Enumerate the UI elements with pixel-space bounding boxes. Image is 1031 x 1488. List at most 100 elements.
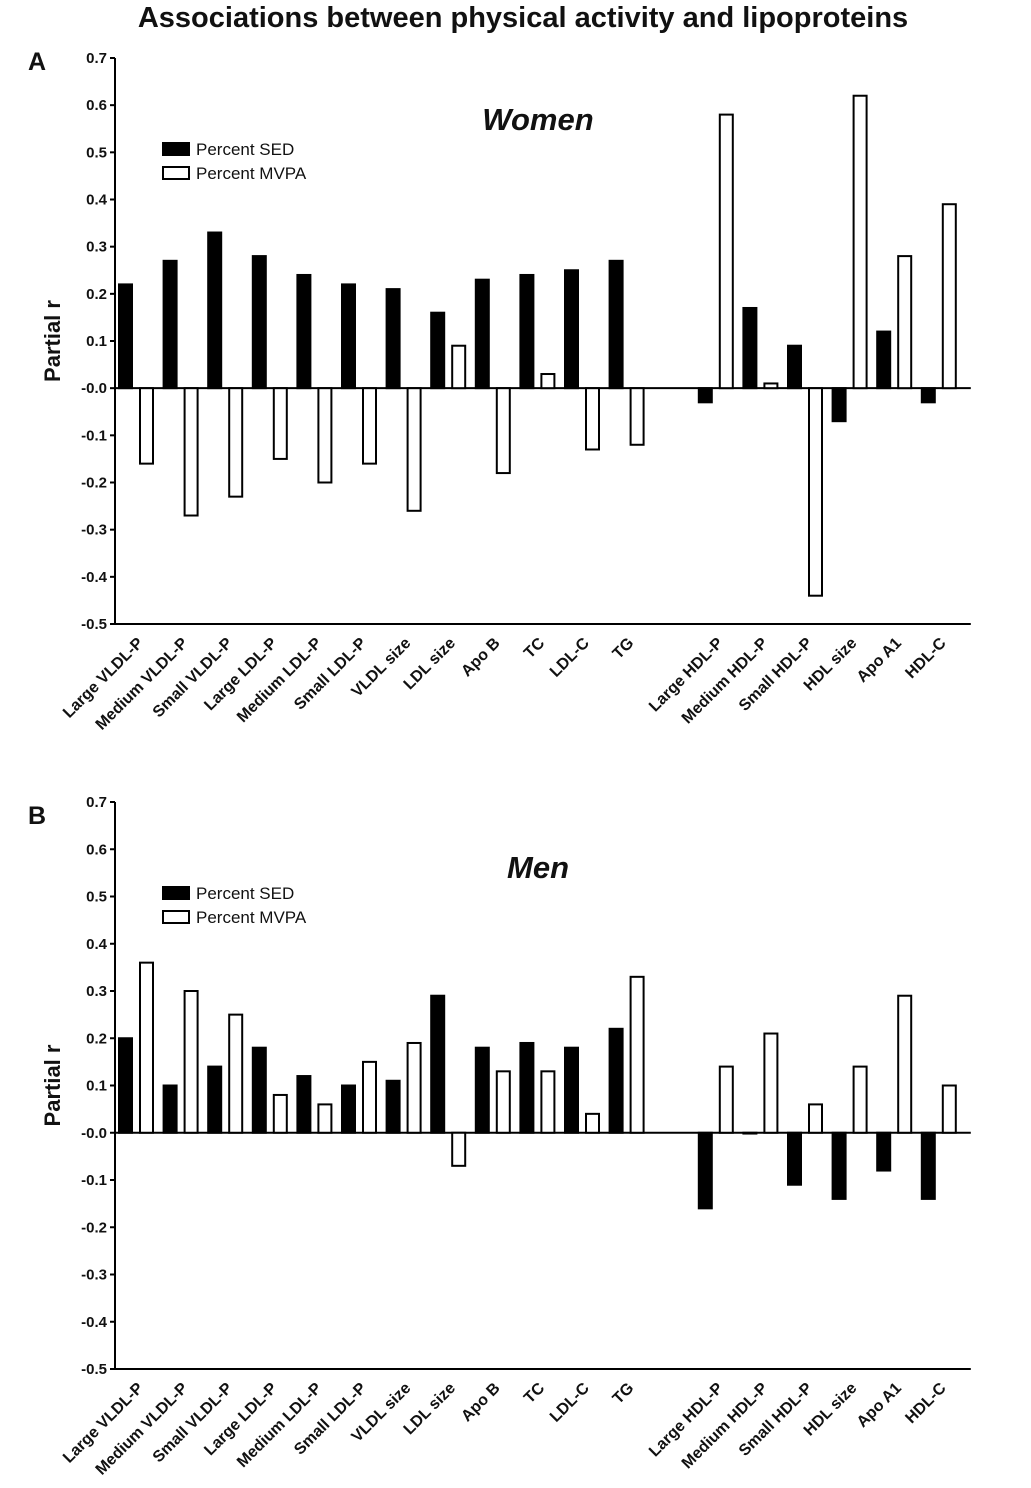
legend-swatch xyxy=(162,142,190,156)
bar-sed xyxy=(787,1131,802,1186)
x-tick-label: Small VLDL-P xyxy=(150,1380,236,1466)
bar-sed xyxy=(608,259,624,390)
bar-sed xyxy=(118,1037,133,1134)
bar-mvpa xyxy=(406,387,422,512)
bar-mvpa xyxy=(362,387,377,465)
bar-sed xyxy=(697,1131,713,1210)
bar-mvpa xyxy=(451,344,467,390)
y-tick-label: 0.1 xyxy=(86,333,107,350)
chart-panel-a: A Women Partial r 0.7 0.6 0.5 0.4 0.3 0.2 0.1 -0.0… xyxy=(28,48,971,734)
y-tick-label: 0.1 xyxy=(86,1078,107,1095)
bar-mvpa xyxy=(272,1093,288,1134)
y-tick-label: -0.0 xyxy=(81,1125,107,1142)
bar-mvpa xyxy=(763,382,779,390)
y-tick-label: 0.3 xyxy=(86,239,107,256)
x-tick-label: HDL-C xyxy=(902,634,950,682)
bar-mvpa xyxy=(362,1060,377,1134)
bar-mvpa xyxy=(763,1032,779,1134)
bar-mvpa xyxy=(272,387,288,460)
y-tick-label: -0.5 xyxy=(81,1361,107,1378)
bar-mvpa xyxy=(585,1112,600,1134)
bar-mvpa xyxy=(183,990,199,1134)
y-tick-label: 0.4 xyxy=(86,936,108,953)
bar-sed xyxy=(296,273,312,390)
y-tick-label: -0.3 xyxy=(81,522,107,539)
bar-sed xyxy=(831,387,847,423)
bar-mvpa xyxy=(808,387,823,597)
bar-sed xyxy=(876,330,892,390)
bar-mvpa xyxy=(540,1070,556,1134)
bar-mvpa xyxy=(629,387,645,446)
bar-mvpa xyxy=(139,961,154,1134)
legend-label: Percent MVPA xyxy=(196,164,307,183)
bar-sed xyxy=(162,1084,178,1134)
bar-sed xyxy=(831,1131,847,1200)
bar-sed xyxy=(385,288,401,390)
bar-mvpa xyxy=(139,387,154,465)
bar-mvpa xyxy=(228,387,244,498)
y-tick-label: -0.1 xyxy=(81,1172,107,1189)
y-axis-label: Partial r xyxy=(40,1044,65,1126)
y-tick-label: -0.1 xyxy=(81,427,107,444)
y-tick-label: 0.3 xyxy=(86,983,107,1000)
bar-mvpa xyxy=(718,1065,734,1134)
legend-swatch xyxy=(162,910,190,924)
x-tick-label: TG xyxy=(610,635,638,663)
bar-sed xyxy=(251,255,267,390)
bar-mvpa xyxy=(317,387,333,484)
x-tick-label: LDL-C xyxy=(547,634,593,680)
bar-mvpa xyxy=(317,1103,333,1134)
bar-mvpa xyxy=(495,387,511,475)
bar-mvpa xyxy=(897,994,913,1134)
bar-sed xyxy=(564,269,579,390)
bar-mvpa xyxy=(718,113,734,390)
bar-sed xyxy=(608,1027,624,1134)
bar-sed xyxy=(697,387,713,404)
y-tick-label: 0.7 xyxy=(86,50,107,67)
panel-label: B xyxy=(28,802,46,830)
x-tick-label: Apo B xyxy=(458,635,503,680)
bar-sed xyxy=(430,994,446,1134)
bar-mvpa xyxy=(808,1103,823,1134)
x-tick-label: Large VLDL-P xyxy=(60,1380,147,1467)
y-tick-label: -0.2 xyxy=(81,475,107,492)
x-tick-label: Small VLDL-P xyxy=(150,635,236,721)
bar-mvpa xyxy=(540,373,556,390)
x-tick-label: Apo B xyxy=(458,1380,503,1425)
legend-label: Percent SED xyxy=(196,140,294,159)
bar-mvpa xyxy=(941,203,957,390)
bar-sed xyxy=(519,1041,535,1134)
y-tick-label: 0.5 xyxy=(86,144,107,161)
bar-sed xyxy=(207,1065,223,1134)
x-tick-label: TC xyxy=(521,634,548,661)
bar-sed xyxy=(341,283,356,390)
y-tick-label: -0.4 xyxy=(81,569,108,586)
bar-mvpa xyxy=(897,255,913,390)
y-tick-label: 0.6 xyxy=(86,841,107,858)
bar-sed xyxy=(251,1046,267,1134)
y-tick-label: -0.4 xyxy=(81,1314,108,1331)
bar-mvpa xyxy=(941,1084,957,1134)
bar-sed xyxy=(296,1075,312,1134)
bar-mvpa xyxy=(495,1070,511,1134)
y-tick-label: -0.2 xyxy=(81,1219,107,1236)
bar-mvpa xyxy=(585,387,600,451)
bar-sed xyxy=(920,387,936,404)
x-tick-label: Apo A1 xyxy=(854,1380,905,1431)
bar-mvpa xyxy=(183,387,199,517)
bar-sed xyxy=(742,1131,758,1135)
bar-sed xyxy=(430,311,446,390)
x-tick-label: Large VLDL-P xyxy=(60,635,147,722)
legend-swatch xyxy=(162,166,190,180)
x-tick-label: TG xyxy=(610,1380,638,1408)
panel-title: Men xyxy=(507,850,569,885)
panel-label: A xyxy=(28,48,46,76)
y-tick-label: 0.6 xyxy=(86,97,107,114)
bar-mvpa xyxy=(228,1013,244,1134)
y-axis-label: Partial r xyxy=(40,300,65,382)
bar-mvpa xyxy=(406,1041,422,1134)
y-tick-label: -0.5 xyxy=(81,616,107,633)
panel-title: Women xyxy=(482,102,593,137)
bar-mvpa xyxy=(852,94,868,390)
